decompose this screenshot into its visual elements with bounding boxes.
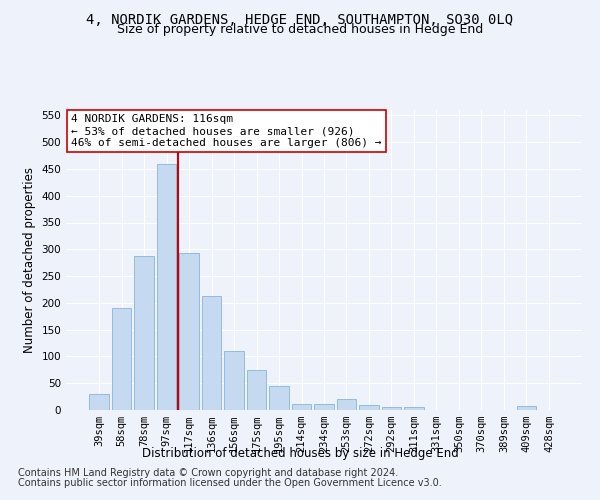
Text: 4, NORDIK GARDENS, HEDGE END, SOUTHAMPTON, SO30 0LQ: 4, NORDIK GARDENS, HEDGE END, SOUTHAMPTO… [86,12,514,26]
Bar [517,406,536,410]
Bar [337,399,356,410]
Text: Size of property relative to detached houses in Hedge End: Size of property relative to detached ho… [117,22,483,36]
Bar [404,408,424,410]
Y-axis label: Number of detached properties: Number of detached properties [23,167,36,353]
Bar [314,404,334,410]
Bar [202,296,221,410]
Bar [269,386,289,410]
Bar [157,164,176,410]
Bar [382,408,401,410]
Bar [112,308,131,410]
Bar [292,404,311,410]
Text: Contains HM Land Registry data © Crown copyright and database right 2024.: Contains HM Land Registry data © Crown c… [18,468,398,477]
Text: Contains public sector information licensed under the Open Government Licence v3: Contains public sector information licen… [18,478,442,488]
Bar [134,256,154,410]
Text: Distribution of detached houses by size in Hedge End: Distribution of detached houses by size … [142,448,458,460]
Bar [224,351,244,410]
Bar [179,253,199,410]
Bar [89,394,109,410]
Bar [247,370,266,410]
Text: 4 NORDIK GARDENS: 116sqm
← 53% of detached houses are smaller (926)
46% of semi-: 4 NORDIK GARDENS: 116sqm ← 53% of detach… [71,114,382,148]
Bar [359,405,379,410]
